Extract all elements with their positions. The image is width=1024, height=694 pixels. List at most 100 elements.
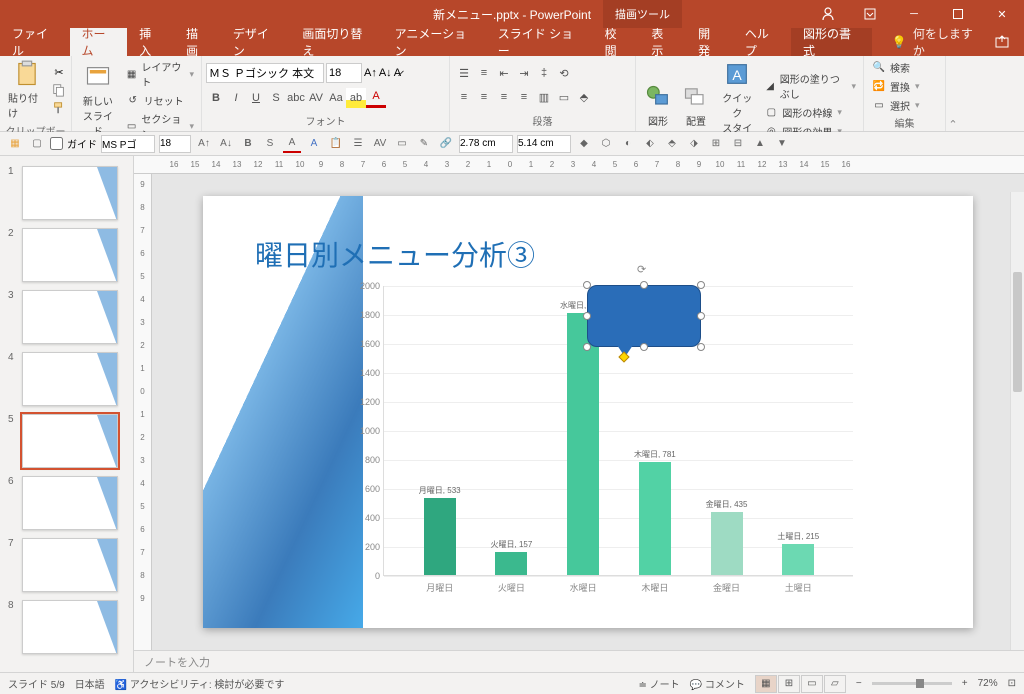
font-name-select[interactable] xyxy=(206,63,324,83)
callout-shape-selected[interactable]: ⟳ xyxy=(587,285,701,347)
qat-spacing[interactable]: AV xyxy=(371,135,389,153)
tab-view[interactable]: 表示 xyxy=(639,28,686,56)
font-color-button[interactable]: A xyxy=(366,88,386,108)
resize-handle[interactable] xyxy=(640,343,648,351)
decrease-indent-button[interactable]: ⇤ xyxy=(494,63,514,83)
clear-format-icon[interactable]: A̷ xyxy=(394,67,401,79)
select-button[interactable]: ▭選択▾ xyxy=(868,96,941,114)
qat-bold[interactable]: B xyxy=(239,135,257,153)
layout-button[interactable]: ▦レイアウト▾ xyxy=(122,58,197,90)
tab-transitions[interactable]: 画面切り替え xyxy=(290,28,382,56)
text-direction-button[interactable]: ⟲ xyxy=(554,63,574,83)
accessibility-status[interactable]: ♿ アクセシビリティ: 検討が必要です xyxy=(115,676,285,691)
align-text-button[interactable]: ▭ xyxy=(554,87,574,107)
close-button[interactable]: ✕ xyxy=(980,0,1024,28)
share-button[interactable] xyxy=(980,28,1024,56)
qat-shape2[interactable]: ⬡ xyxy=(597,135,615,153)
smartart-button[interactable]: ⬘ xyxy=(574,87,594,107)
qat-font-color[interactable]: A xyxy=(283,135,301,153)
collapse-ribbon-button[interactable]: ⌃ xyxy=(946,56,960,131)
tab-review[interactable]: 校閲 xyxy=(593,28,640,56)
cut-icon[interactable]: ✂ xyxy=(51,64,67,80)
tab-home[interactable]: ホーム xyxy=(70,28,128,56)
slideshow-view-button[interactable]: ▱ xyxy=(824,675,846,693)
strike-button[interactable]: S xyxy=(266,88,286,108)
qat-dec-font[interactable]: A↓ xyxy=(217,135,235,153)
qat-text-effect[interactable]: A xyxy=(305,135,323,153)
comments-button[interactable]: 💬 コメント xyxy=(690,676,745,691)
decrease-font-icon[interactable]: A↓ xyxy=(379,67,392,79)
replace-button[interactable]: 🔁置換▾ xyxy=(868,77,941,95)
resize-handle[interactable] xyxy=(583,312,591,320)
qat-icon-2[interactable]: ▢ xyxy=(28,135,46,153)
char-spacing-button[interactable]: AV xyxy=(306,88,326,108)
shapes-button[interactable]: 図形 xyxy=(640,81,676,130)
align-center-button[interactable]: ≡ xyxy=(474,87,494,107)
normal-view-button[interactable]: ▦ xyxy=(755,675,777,693)
tab-file[interactable]: ファイル xyxy=(0,28,70,56)
highlight-button[interactable]: ab xyxy=(346,88,366,108)
zoom-out-button[interactable]: − xyxy=(856,678,862,689)
columns-button[interactable]: ▥ xyxy=(534,87,554,107)
reset-button[interactable]: ↺リセット xyxy=(122,91,197,109)
bold-button[interactable]: B xyxy=(206,88,226,108)
notes-button[interactable]: ≐ ノート xyxy=(639,676,680,691)
thumbnail-slide[interactable]: 3 xyxy=(0,286,133,348)
sorter-view-button[interactable]: ⊞ xyxy=(778,675,800,693)
thumbnail-slide[interactable]: 5 xyxy=(0,410,133,472)
tab-developer[interactable]: 開発 xyxy=(686,28,733,56)
qat-inc-font[interactable]: A↑ xyxy=(195,135,213,153)
qat-icon-1[interactable]: ▦ xyxy=(6,135,24,153)
new-slide-button[interactable]: 新しい スライド xyxy=(76,61,120,140)
qat-font-select[interactable] xyxy=(101,135,155,153)
tab-slideshow[interactable]: スライド ショー xyxy=(486,28,593,56)
align-right-button[interactable]: ≡ xyxy=(494,87,514,107)
thumbnail-slide[interactable]: 2 xyxy=(0,224,133,286)
tell-me-search[interactable]: 💡 何をしますか xyxy=(892,28,980,56)
qat-back[interactable]: ▼ xyxy=(773,135,791,153)
qat-eyedropper[interactable]: ✎ xyxy=(415,135,433,153)
ribbon-options-icon[interactable] xyxy=(848,0,892,28)
qat-height-input[interactable] xyxy=(517,135,571,153)
qat-link[interactable]: 🔗 xyxy=(437,135,455,153)
notes-pane[interactable]: ノートを入力 xyxy=(134,650,1024,672)
change-case-button[interactable]: Aa xyxy=(326,88,346,108)
qat-front[interactable]: ▲ xyxy=(751,135,769,153)
line-spacing-button[interactable]: ‡ xyxy=(534,63,554,83)
qat-shape3[interactable]: ◐ xyxy=(619,135,637,153)
zoom-in-button[interactable]: + xyxy=(962,678,968,689)
qat-width-input[interactable] xyxy=(459,135,513,153)
resize-handle[interactable] xyxy=(583,343,591,351)
thumbnail-slide[interactable]: 7 xyxy=(0,534,133,596)
account-icon[interactable] xyxy=(808,0,848,28)
find-button[interactable]: 🔍検索 xyxy=(868,58,941,76)
thumbnail-slide[interactable]: 1 xyxy=(0,162,133,224)
guide-checkbox[interactable] xyxy=(50,137,63,150)
fit-window-button[interactable]: ⊡ xyxy=(1008,678,1016,689)
rotate-handle-icon[interactable]: ⟳ xyxy=(637,263,651,277)
align-left-button[interactable]: ≡ xyxy=(454,87,474,107)
tab-animations[interactable]: アニメーション xyxy=(383,28,486,56)
font-size-select[interactable] xyxy=(326,63,362,83)
tab-help[interactable]: ヘルプ xyxy=(733,28,791,56)
qat-group[interactable]: ⊞ xyxy=(707,135,725,153)
language-indicator[interactable]: 日本語 xyxy=(75,676,105,691)
thumbnail-slide[interactable]: 4 xyxy=(0,348,133,410)
format-painter-icon[interactable] xyxy=(51,100,67,116)
underline-button[interactable]: U xyxy=(246,88,266,108)
tab-insert[interactable]: 挿入 xyxy=(127,28,174,56)
qat-ungroup[interactable]: ⊟ xyxy=(729,135,747,153)
qat-bullets[interactable]: ☰ xyxy=(349,135,367,153)
increase-indent-button[interactable]: ⇥ xyxy=(514,63,534,83)
qat-shape5[interactable]: ⬘ xyxy=(663,135,681,153)
slide-title[interactable]: 曜日別メニュー分析③ xyxy=(255,234,535,274)
resize-handle[interactable] xyxy=(697,343,705,351)
qat-shape1[interactable]: ◆ xyxy=(575,135,593,153)
paste-button[interactable]: 貼り付け xyxy=(4,58,49,122)
qat-size-select[interactable] xyxy=(159,135,191,153)
tab-draw[interactable]: 描画 xyxy=(174,28,221,56)
qat-paste[interactable]: 📋 xyxy=(327,135,345,153)
zoom-slider[interactable] xyxy=(872,682,952,685)
qat-shape4[interactable]: ⬖ xyxy=(641,135,659,153)
shadow-button[interactable]: abc xyxy=(286,88,306,108)
